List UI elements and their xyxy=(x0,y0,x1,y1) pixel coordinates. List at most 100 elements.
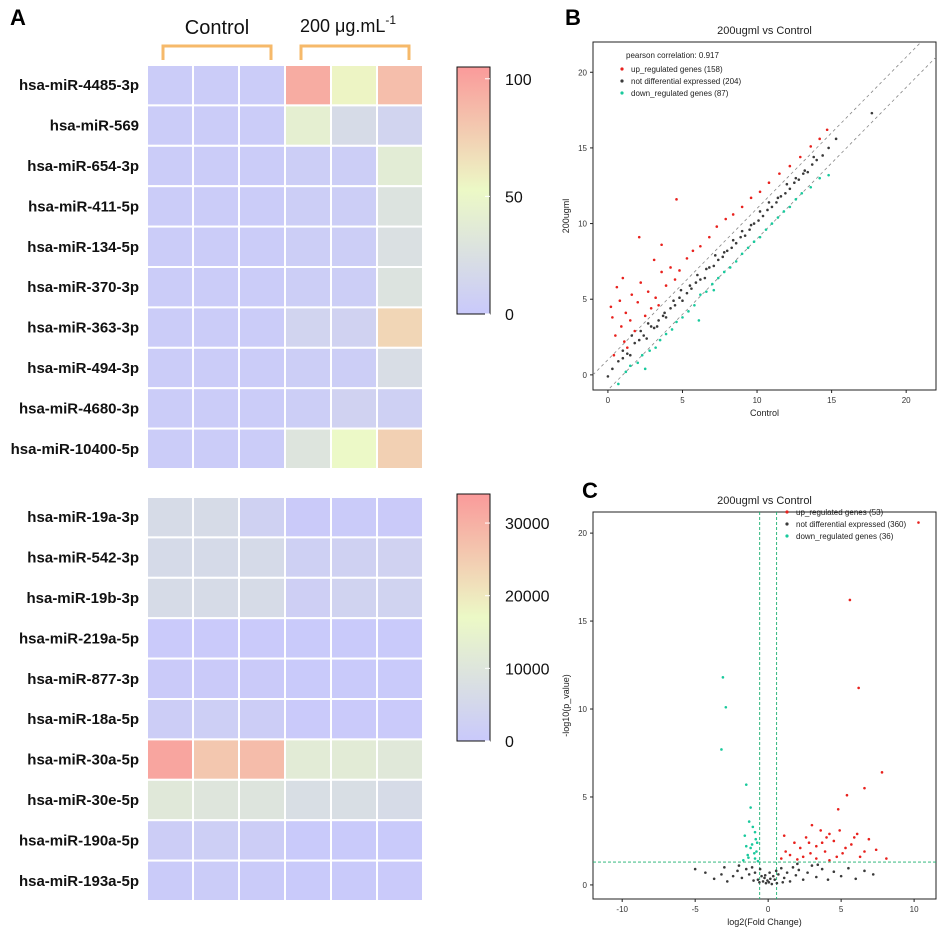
heatmap-cell xyxy=(238,185,286,228)
up-point xyxy=(654,296,657,300)
neutral-point xyxy=(870,111,874,115)
heatmap-row-label: hsa-miR-134-5p xyxy=(27,239,139,256)
up-point xyxy=(620,325,623,328)
up-point xyxy=(810,823,814,827)
neutral-point xyxy=(815,875,818,879)
neutral-point xyxy=(797,868,801,872)
up-point xyxy=(793,841,796,845)
down-point xyxy=(643,367,647,371)
neutral-point xyxy=(763,873,767,877)
plot-frame xyxy=(592,511,937,900)
neutral-point xyxy=(791,866,795,869)
up-point xyxy=(832,839,836,843)
heatmap-cell xyxy=(146,266,194,309)
heatmap-cell xyxy=(330,346,378,390)
heatmap-cell xyxy=(238,387,286,430)
heatmap-cell xyxy=(192,144,240,188)
heatmap-row-label: hsa-miR-654-3p xyxy=(27,158,139,175)
up-point xyxy=(844,846,847,850)
neutral-point xyxy=(747,873,751,876)
down-point xyxy=(800,192,804,195)
heatmap-cell xyxy=(146,387,194,430)
scale-tick-label: 20000 xyxy=(505,589,550,606)
down-point xyxy=(664,332,668,336)
up-point xyxy=(612,353,616,357)
down-point xyxy=(749,806,752,809)
down-point xyxy=(648,349,651,352)
neutral-point xyxy=(793,181,796,185)
neutral-point xyxy=(704,871,707,874)
neutral-point xyxy=(678,296,681,300)
correlation-text: pearson correlation: 0.917 xyxy=(626,51,720,60)
up-point xyxy=(621,276,625,280)
neutral-point xyxy=(736,869,739,873)
heatmap-cell xyxy=(330,819,378,862)
down-point xyxy=(744,783,748,786)
down-point xyxy=(728,266,732,269)
neutral-point xyxy=(688,284,692,287)
down-point xyxy=(724,705,728,709)
heatmap-cell xyxy=(146,306,194,349)
heatmap-cell xyxy=(284,306,332,349)
color-scale-bar xyxy=(456,493,491,742)
up-point xyxy=(657,303,660,307)
neutral-point xyxy=(781,880,785,884)
legend-marker-up xyxy=(785,510,789,514)
heatmap-cell xyxy=(238,859,286,902)
down-point xyxy=(742,859,745,862)
neutral-point xyxy=(652,326,656,330)
neutral-point xyxy=(771,874,775,878)
down-point xyxy=(636,361,640,365)
heatmap-cell xyxy=(192,306,240,349)
x-tick-label: 0 xyxy=(606,396,611,405)
up-point xyxy=(614,334,617,337)
neutral-point xyxy=(770,882,774,886)
neutral-point xyxy=(722,251,726,254)
color-scale-bar xyxy=(456,66,491,315)
neutral-point xyxy=(758,867,762,871)
scale-tick-label: 50 xyxy=(505,189,523,206)
heatmap-block-1: hsa-miR-4485-3p hsa-miR-569 hsa-miR-654-3p… xyxy=(11,64,532,471)
heatmap-cell xyxy=(238,64,286,107)
up-point xyxy=(807,841,811,845)
up-point xyxy=(796,858,799,861)
neutral-point xyxy=(796,862,799,866)
up-point xyxy=(779,857,783,860)
up-point xyxy=(691,249,695,253)
up-point xyxy=(863,786,866,790)
scatter-panel: 200ugml vs Control 0 5 10 15 20 0 5 10 15 20 Contro… xyxy=(561,25,937,418)
legend-marker-neutral xyxy=(620,79,624,83)
up-point xyxy=(626,346,629,349)
up-point xyxy=(633,329,637,333)
neutral-point xyxy=(827,146,830,150)
up-point xyxy=(804,836,808,839)
up-point xyxy=(664,284,668,287)
heatmap-cell xyxy=(376,387,424,430)
down-point xyxy=(818,176,821,180)
heatmap-cell xyxy=(330,427,378,471)
treated-prefix: 200 μg.mL xyxy=(300,16,385,36)
down-point xyxy=(734,260,738,263)
down-point xyxy=(654,346,657,349)
heatmap-cell xyxy=(238,698,286,741)
heatmap-cell xyxy=(284,427,332,471)
down-point xyxy=(755,841,759,845)
scale-tick-label: 10000 xyxy=(505,661,550,678)
up-point xyxy=(630,293,634,296)
heatmap-cell xyxy=(330,387,378,430)
up-point xyxy=(820,841,824,845)
heatmap-cell xyxy=(238,144,286,188)
plot-area xyxy=(593,512,936,899)
heatmap-cell xyxy=(284,617,332,660)
heatmap-cell xyxy=(238,536,286,579)
down-point xyxy=(628,364,632,368)
heatmap-cell xyxy=(146,225,194,269)
neutral-point xyxy=(731,238,735,242)
down-point xyxy=(749,846,752,850)
neutral-point xyxy=(655,325,659,328)
plot-frame xyxy=(592,41,937,391)
up-point xyxy=(749,196,753,200)
y-tick-label: 0 xyxy=(583,881,588,890)
heatmap-cell xyxy=(330,225,378,269)
y-tick-label: 5 xyxy=(583,295,588,304)
